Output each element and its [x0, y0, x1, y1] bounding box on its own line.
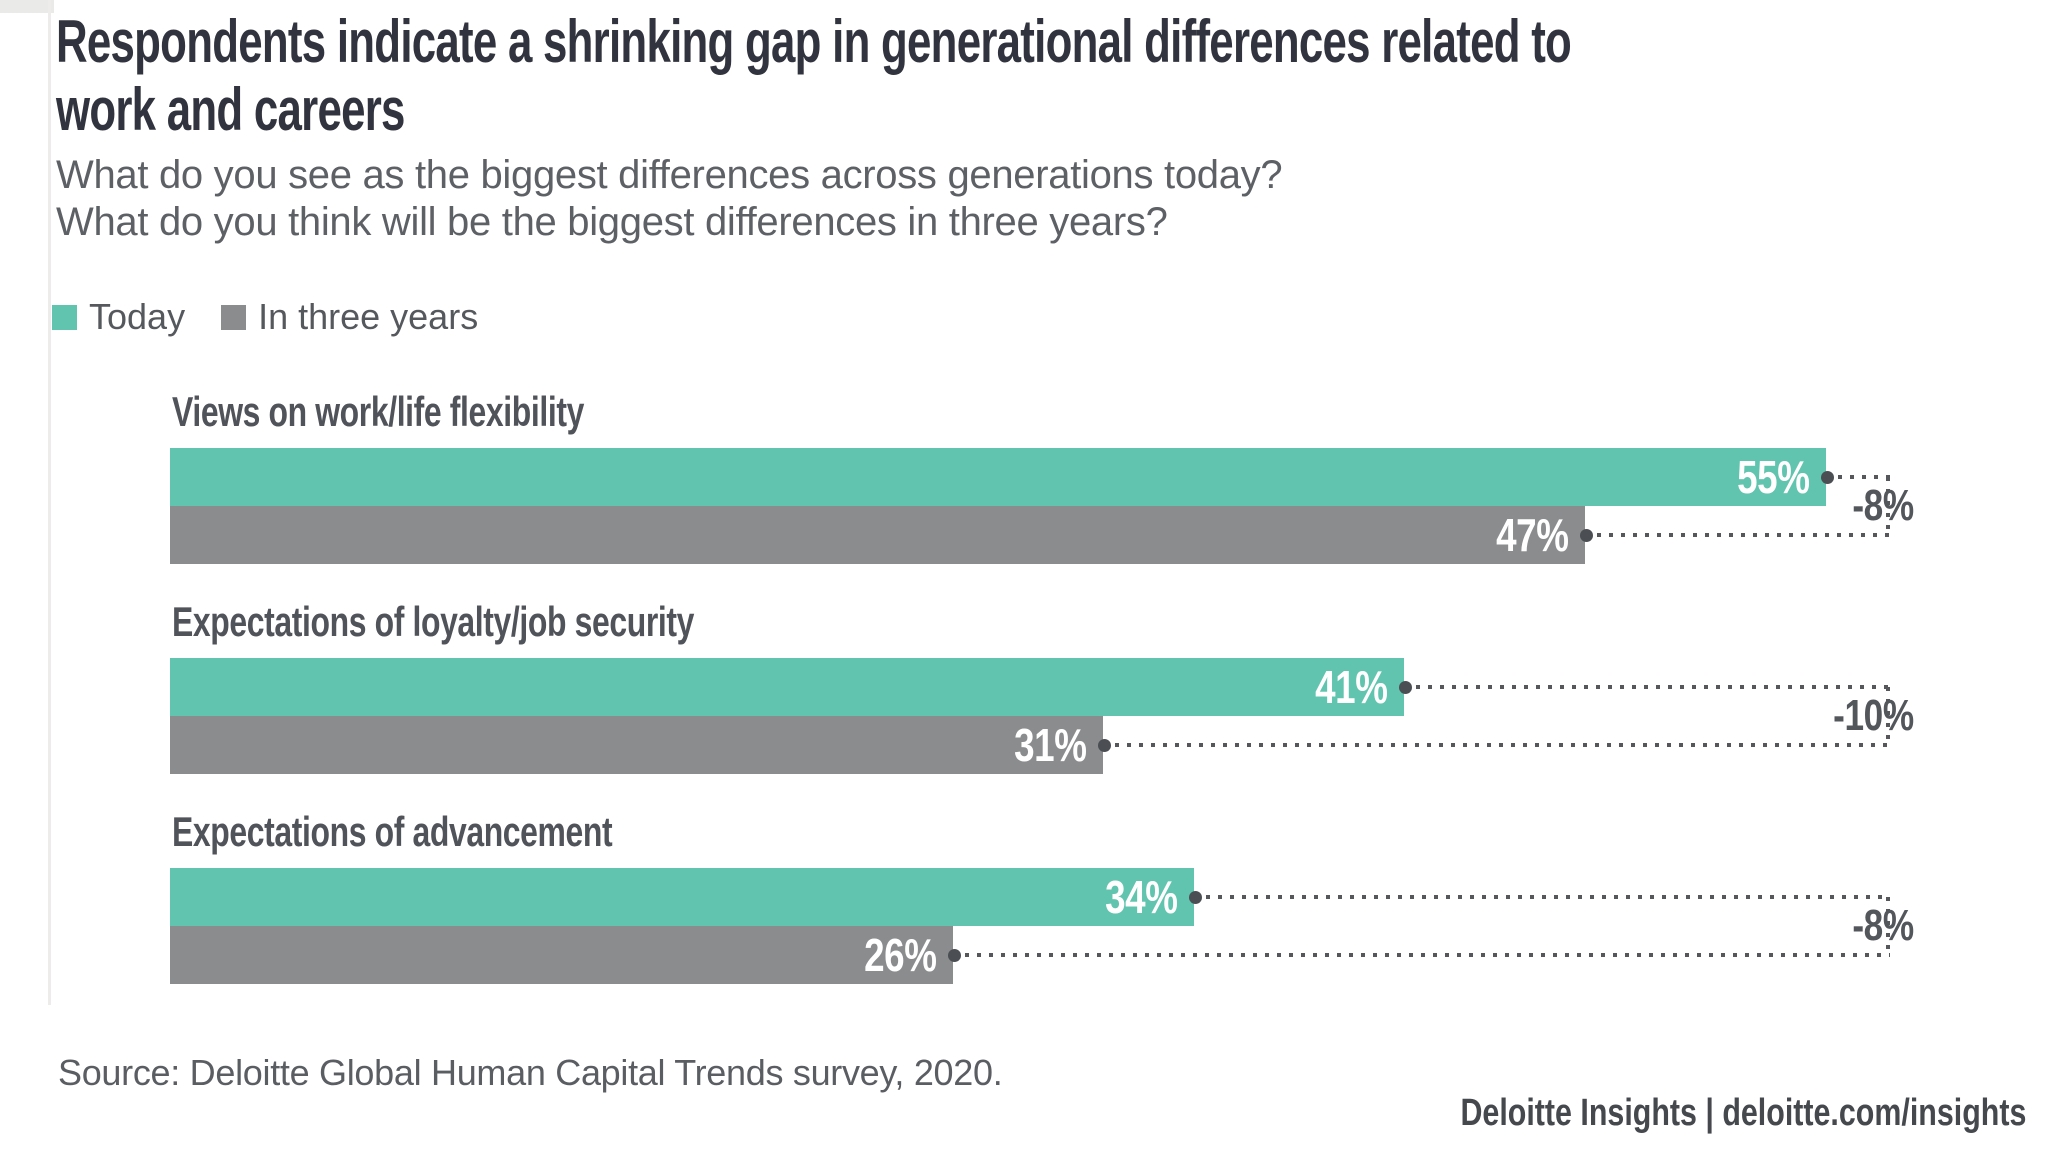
difference-label: -10% [1833, 691, 1914, 740]
bar-today: 41% [170, 658, 1404, 716]
legend-label-today: Today [89, 296, 186, 337]
leader-line [1416, 685, 1890, 689]
bar-end-dot [1189, 890, 1202, 904]
bar-end-dot [1098, 738, 1111, 752]
frame-edge-artifact-top [0, 0, 54, 13]
chart-title-line-1: Respondents indicate a shrinking gap in … [56, 8, 1572, 75]
bar-today: 55% [170, 448, 1826, 506]
bar-end-dot [948, 948, 961, 962]
difference-label: -8% [1852, 901, 1915, 950]
bar-in-three-years: 31% [170, 716, 1103, 774]
difference-label: -8% [1852, 481, 1915, 530]
category-label: Views on work/life flexibility [172, 388, 584, 435]
bar-today: 34% [170, 868, 1194, 926]
bar-end-dot [1821, 470, 1834, 484]
leader-line [1206, 895, 1890, 899]
legend-item-today: Today [52, 296, 185, 338]
chart-subtitle-line-2: What do you think will be the biggest di… [56, 200, 1168, 244]
legend-swatch-in-three-years [221, 304, 247, 330]
leader-line [1838, 475, 1890, 479]
bar-value-label: 26% [864, 929, 938, 981]
difference-connector [1886, 477, 1890, 535]
bar-value-label: 34% [1105, 871, 1179, 923]
difference-connector [1886, 897, 1890, 955]
bar-in-three-years: 47% [170, 506, 1585, 564]
legend-item-in-three-years: In three years [221, 296, 478, 338]
frame-edge-artifact-left [48, 0, 51, 1005]
difference-connector [1886, 687, 1890, 745]
legend: Today In three years [52, 296, 478, 338]
leader-line [1115, 743, 1890, 747]
leader-line [965, 953, 1890, 957]
bar-value-label: 55% [1737, 451, 1811, 503]
legend-label-in-three-years: In three years [258, 296, 479, 337]
bar-value-label: 47% [1496, 509, 1570, 561]
legend-swatch-today [52, 304, 77, 330]
bar-end-dot [1580, 528, 1593, 542]
category-label: Expectations of advancement [172, 808, 613, 855]
chart-subtitle-line-1: What do you see as the biggest differenc… [56, 153, 1283, 197]
bar-end-dot [1399, 680, 1412, 694]
footer-attribution: Deloitte Insights | deloitte.com/insight… [1460, 1092, 2026, 1134]
chart-title: Respondents indicate a shrinking gap in … [56, 8, 1572, 144]
source-note: Source: Deloitte Global Human Capital Tr… [58, 1052, 1003, 1093]
category-label: Expectations of loyalty/job security [172, 598, 695, 645]
leader-line [1597, 533, 1890, 537]
chart-title-line-2: work and careers [56, 76, 405, 143]
bar-in-three-years: 26% [170, 926, 953, 984]
bar-value-label: 31% [1014, 719, 1088, 771]
chart-subtitle: What do you see as the biggest differenc… [56, 152, 1283, 246]
bar-value-label: 41% [1315, 661, 1389, 713]
